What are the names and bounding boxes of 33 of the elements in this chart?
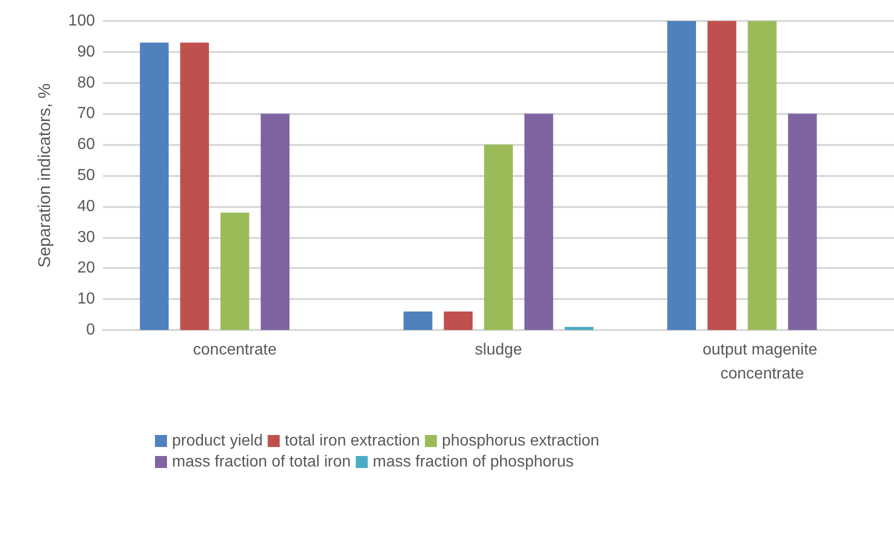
bar (564, 326, 594, 330)
bar (667, 21, 696, 330)
y-tick-label: 30 (77, 228, 96, 246)
legend-label: total iron extraction (284, 432, 420, 450)
y-tick-label: 80 (77, 74, 96, 92)
y-tick-label: 40 (77, 198, 96, 215)
y-tick-label: 100 (68, 12, 96, 30)
bar (484, 144, 513, 330)
y-tick-label: 90 (77, 43, 96, 60)
bar (140, 42, 169, 330)
legend-label: mass fraction of phosphorus (372, 454, 574, 470)
bar (404, 311, 432, 330)
legend-label: product yield (172, 432, 263, 450)
y-tick-label: 20 (77, 260, 96, 277)
bar (220, 212, 250, 330)
x-tick-label: sludge (474, 342, 522, 358)
bar (524, 114, 554, 330)
bar (260, 114, 290, 330)
x-tick-label: concentrate (193, 342, 277, 358)
bar (788, 114, 817, 330)
legend-label: phosphorus extraction (442, 432, 600, 450)
bar (748, 21, 777, 330)
y-tick-label: 0 (86, 322, 96, 338)
y-tick-label: 50 (77, 167, 96, 184)
bar (180, 42, 209, 330)
y-tick-label: 70 (77, 105, 96, 122)
y-tick-label: 60 (77, 136, 96, 154)
legend-label: mass fraction of total iron (172, 454, 351, 470)
y-tick-label: 10 (77, 290, 96, 308)
bar (708, 21, 736, 330)
bar (444, 311, 473, 330)
y-axis-title: Separation indicators, % (35, 83, 54, 268)
x-tick-label: output magenite concentrate (702, 342, 822, 382)
